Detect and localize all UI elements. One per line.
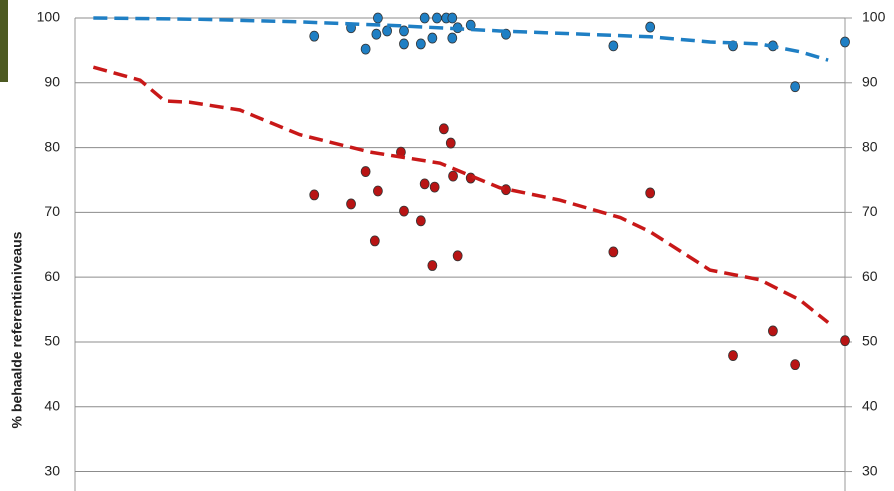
data-point [346, 198, 356, 210]
y2-tick-label: 60 [862, 268, 878, 284]
y2-tick-label: 50 [862, 333, 878, 349]
y-tick-label: 40 [44, 397, 60, 413]
y-tick-label: 30 [44, 462, 60, 478]
trend-line [93, 16, 829, 62]
data-point [415, 215, 426, 227]
data-point [427, 32, 438, 44]
data-point [360, 166, 371, 177]
y2-tick-label: 30 [862, 462, 878, 478]
trend-line [92, 65, 830, 324]
data-point [399, 205, 409, 217]
y2-tick-label: 80 [862, 138, 878, 154]
data-point [728, 350, 738, 361]
y-axis-label: % behaalde referentieniveaus [9, 231, 25, 428]
data-point [429, 181, 440, 193]
data-point [840, 335, 850, 347]
data-point [419, 178, 430, 190]
data-point [399, 38, 409, 50]
data-point [645, 187, 656, 199]
y-tick-label: 100 [37, 9, 61, 25]
data-point [608, 40, 619, 52]
data-point [372, 185, 383, 197]
data-point [360, 43, 371, 55]
data-point [382, 25, 393, 37]
data-point [448, 170, 458, 182]
data-point [369, 235, 380, 247]
data-point [399, 25, 409, 37]
data-point [309, 30, 320, 42]
data-point [309, 189, 320, 201]
data-point [427, 260, 438, 271]
data-point [790, 359, 801, 371]
data-point [445, 137, 456, 149]
y2-tick-label: 70 [862, 203, 878, 219]
y2-tick-label: 40 [862, 397, 878, 413]
data-point [372, 12, 383, 24]
data-point [432, 12, 442, 24]
data-point [768, 325, 778, 337]
data-point [645, 21, 656, 33]
decor-bar [0, 0, 8, 82]
data-point [452, 250, 463, 262]
y2-tick-label: 90 [862, 73, 878, 89]
data-point [447, 12, 458, 24]
y-tick-label: 60 [44, 268, 60, 284]
data-point [371, 28, 382, 40]
data-point [419, 12, 430, 24]
data-point [790, 81, 801, 93]
y2-tick-label: 100 [862, 9, 886, 25]
y-tick-label: 80 [44, 138, 60, 154]
data-point [438, 123, 449, 135]
y-tick-label: 70 [44, 203, 60, 219]
data-point [608, 246, 619, 258]
data-point [840, 36, 850, 48]
y-tick-label: 90 [44, 73, 60, 89]
y-tick-label: 50 [44, 333, 60, 349]
data-point [447, 32, 458, 44]
data-point [465, 19, 476, 31]
data-point [415, 38, 426, 50]
